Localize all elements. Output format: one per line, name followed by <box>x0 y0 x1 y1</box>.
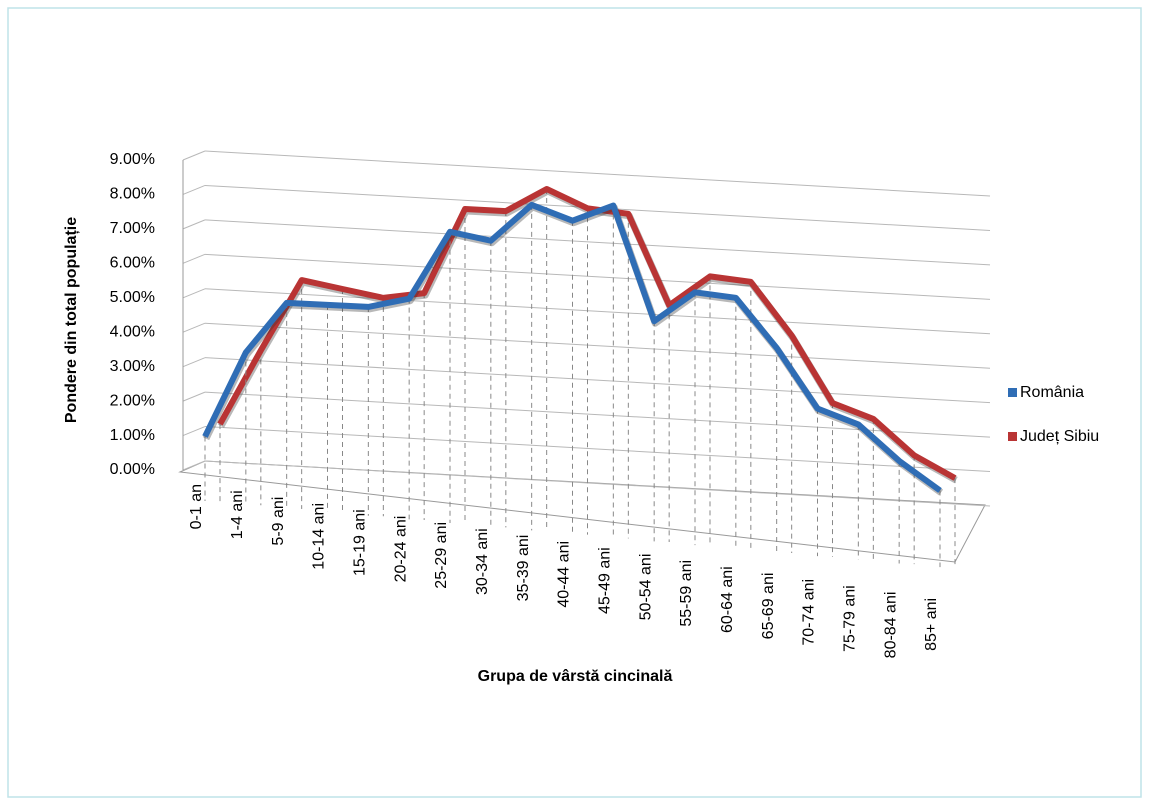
grid-line <box>204 322 991 369</box>
series-line-shadow <box>202 203 944 496</box>
grid-line <box>204 391 991 438</box>
x-tick-label: 20-24 ani <box>392 516 409 583</box>
x-tick-label: 55-59 ani <box>678 560 695 627</box>
grid-line <box>182 288 206 299</box>
x-tick-label: 30-34 ani <box>474 528 491 595</box>
x-tick-label: 25-29 ani <box>433 522 450 589</box>
grid-line <box>182 150 206 161</box>
x-tick-label: 0-1 an <box>188 484 205 529</box>
legend-label: România <box>1020 384 1084 401</box>
x-axis-title: Grupa de vârstă cincinală <box>478 668 673 685</box>
x-tick-label: 70-74 ani <box>801 579 818 646</box>
grid-line <box>182 426 206 437</box>
x-tick-label: 60-64 ani <box>719 566 736 633</box>
y-tick-label: 2.00% <box>110 392 155 409</box>
x-tick-label: 80-84 ani <box>882 592 899 659</box>
series-line-shadow <box>217 187 958 484</box>
y-axis-title: Pondere din total populație <box>63 217 80 423</box>
y-tick-label: 9.00% <box>110 151 155 168</box>
x-tick-label: 5-9 ani <box>270 497 287 546</box>
y-tick-label: 5.00% <box>110 289 155 306</box>
series-line <box>217 186 957 481</box>
x-tick-label: 45-49 ani <box>597 547 614 614</box>
grid-line <box>204 150 991 197</box>
y-tick-label: 0.00% <box>110 461 155 478</box>
grid-line <box>204 426 991 473</box>
grid-line <box>182 460 206 471</box>
y-tick-label: 6.00% <box>110 255 155 272</box>
x-tick-label: 65-69 ani <box>760 573 777 640</box>
grid-line <box>182 184 206 195</box>
x-tick-label: 75-79 ani <box>842 585 859 652</box>
x-tick-label: 40-44 ani <box>556 541 573 608</box>
grid-line <box>204 219 991 266</box>
grid-line <box>204 460 991 507</box>
x-tick-label: 10-14 ani <box>311 503 328 570</box>
grid-line <box>204 288 991 335</box>
grid-line <box>204 253 991 300</box>
x-tick-label: 15-19 ani <box>352 509 369 576</box>
grid-line <box>182 322 206 333</box>
y-tick-label: 8.00% <box>110 186 155 203</box>
floor <box>178 460 986 563</box>
legend-swatch <box>1008 388 1017 397</box>
frame <box>7 7 1142 798</box>
x-tick-label: 50-54 ani <box>637 554 654 621</box>
grid-line <box>182 253 206 264</box>
y-tick-label: 3.00% <box>110 358 155 375</box>
grid-line <box>182 391 206 402</box>
x-tick-label: 35-39 ani <box>515 535 532 602</box>
grid-line <box>182 357 206 368</box>
legend-label: Județ Sibiu <box>1020 428 1099 445</box>
y-tick-label: 1.00% <box>110 427 155 444</box>
y-tick-label: 7.00% <box>110 220 155 237</box>
legend-swatch <box>1008 432 1017 441</box>
y-tick-label: 4.00% <box>110 323 155 340</box>
x-tick-label: 1-4 ani <box>229 490 246 539</box>
x-tick-label: 85+ ani <box>923 598 940 651</box>
grid-line <box>182 219 206 230</box>
grid-line <box>204 357 991 404</box>
series-line <box>202 201 942 493</box>
